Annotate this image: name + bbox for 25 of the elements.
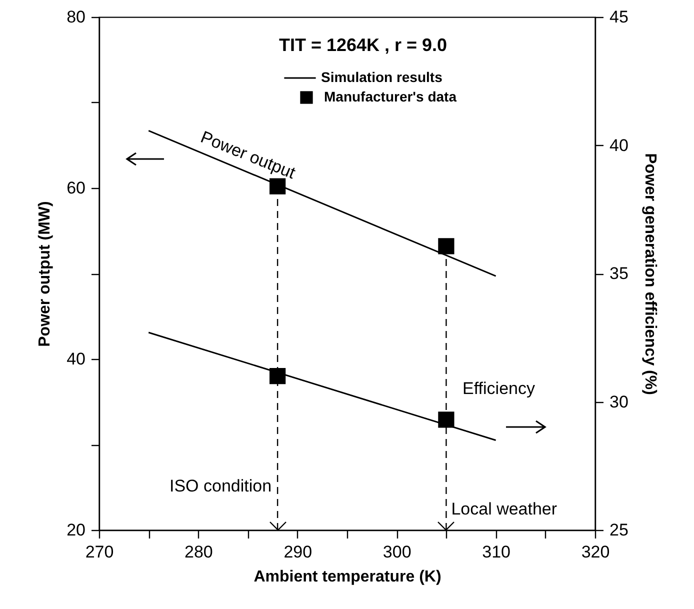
- legend-label: Simulation results: [321, 69, 443, 85]
- x-tick-label: 320: [581, 542, 610, 562]
- x-tick-label: 270: [85, 542, 114, 562]
- x-tick-label: 310: [482, 542, 510, 562]
- annotation: Efficiency: [462, 378, 536, 398]
- y2-tick-label: 25: [610, 520, 628, 540]
- y-tick-label: 80: [66, 8, 86, 26]
- legend-title: TIT = 1264K , r = 9.0: [278, 35, 448, 55]
- y2-tick-label: 30: [610, 392, 628, 412]
- y-tick-label: 60: [66, 178, 86, 198]
- y2-tick-label: 35: [610, 264, 628, 283]
- y-tick-label: 40: [66, 350, 86, 368]
- ref-line-label: Local weather: [451, 499, 558, 518]
- y2-axis-title: Power generation efficiency (%): [641, 153, 658, 395]
- y2-tick-label: 40: [610, 136, 628, 155]
- x-tick-label: 280: [184, 542, 213, 562]
- x-tick-label: 290: [284, 542, 312, 562]
- y2-tick-label: 45: [610, 8, 628, 26]
- x-tick-label: 300: [382, 542, 412, 562]
- legend-label: Manufacturer's data: [324, 88, 457, 104]
- x-axis-title: Ambient temperature (K): [254, 568, 442, 586]
- ref-line-label: ISO condition: [169, 476, 272, 496]
- y-axis-title: Power output (MW): [36, 201, 54, 347]
- y-tick-label: 20: [66, 520, 86, 540]
- annotation: Power output: [198, 127, 298, 183]
